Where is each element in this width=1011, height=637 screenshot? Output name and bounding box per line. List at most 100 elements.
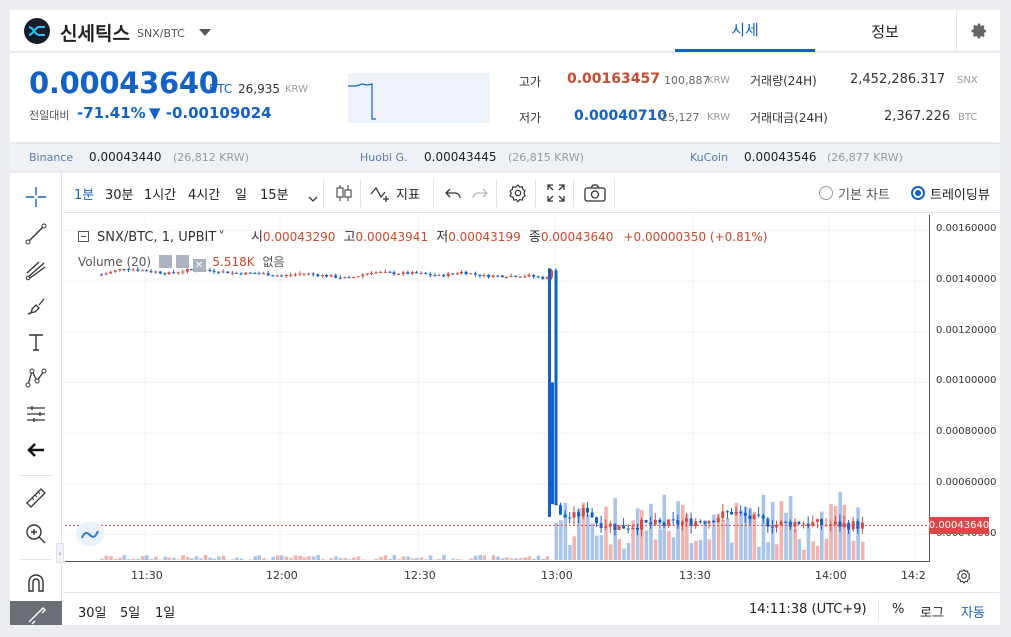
text-icon[interactable] [20,327,52,357]
volume-settings-icon[interactable] [175,255,189,268]
candle-body [815,519,819,522]
exchange-prices: Binance 0.00043440 (26,812 KRW) Huobi G.… [10,143,1000,170]
brush-icon[interactable] [20,291,52,321]
range-30d[interactable]: 30일 [78,606,107,621]
volume-bar [743,506,748,560]
amount-value: 2,367.226 [884,109,951,124]
volume-bar [694,541,698,560]
candle-body [392,272,396,275]
indicator-button[interactable]: 지표 [396,188,420,203]
price-axis-border [929,215,930,562]
candle-body [779,521,783,525]
interval-4h[interactable]: 4시간 [188,188,221,203]
exchange-krw: (26,877 KRW) [827,151,903,164]
collapse-legend-icon[interactable] [78,231,89,242]
candle-body [775,524,778,528]
volume-bar [779,501,784,560]
chevron-down-icon[interactable]: ˅ [218,230,225,245]
price-unit: BTC [209,82,233,96]
prediction-icon[interactable] [20,399,52,429]
volume-bar [478,555,482,560]
volume-bar [329,558,334,560]
crosshair-icon[interactable] [20,182,52,212]
chevron-down-icon[interactable] [199,29,211,36]
candle-body [532,274,536,277]
candle-body [548,268,551,517]
radio-tradingview[interactable] [911,186,925,200]
mini-price-chart [348,73,490,123]
volume-bar [685,514,689,560]
candle-body [100,274,103,276]
volume-bar [842,504,847,560]
candle-body [617,525,621,530]
fib-icon[interactable] [20,255,52,285]
range-5d[interactable]: 5일 [120,606,141,621]
candle-type-icon[interactable] [335,184,353,206]
candle-body [289,274,293,276]
undo-icon[interactable] [444,186,462,205]
indicator-icon[interactable] [370,184,392,206]
camera-icon[interactable] [584,184,606,206]
volume-legend-label[interactable]: Volume (20) [78,255,152,269]
candle-body [298,273,302,275]
pattern-icon[interactable] [20,363,52,393]
scroll-left-handle[interactable]: ‹ [56,543,64,563]
interval-15m[interactable]: 15분 [260,188,289,203]
redo-icon[interactable] [471,186,489,205]
settings-button[interactable] [956,10,1000,52]
interval-day[interactable]: 일 [235,188,247,203]
volume-bar [829,504,833,560]
volume-bar [131,558,136,560]
radio-basic-chart[interactable] [819,186,833,200]
magnet-icon[interactable] [20,568,52,598]
volume-bar [172,557,176,560]
high-price: 0.00163457 [567,71,660,87]
tradingview-logo-icon[interactable] [76,522,104,546]
volume-bar [248,559,253,560]
volume-legend-value: 5.518K [212,255,255,269]
zoom-in-icon[interactable] [20,519,52,549]
volume-bar [667,531,671,560]
interval-1m[interactable]: 1분 [74,188,95,203]
lock-draw-button[interactable] [10,601,62,625]
interval-30m[interactable]: 30분 [105,188,134,203]
current-price: 0.00043640 [29,66,219,100]
legend-low-label: 저 [436,230,449,245]
volume-bar [572,536,577,560]
volume-bar [109,556,113,560]
legend-symbol[interactable]: SNX/BTC, 1, UPBIT [97,230,217,245]
price-tick-label: 0.00160000 [936,223,997,235]
percent-toggle[interactable]: % [892,602,905,617]
volume-bar [698,540,703,560]
time-tick-label: 14:2 [901,569,926,582]
tab-info[interactable]: 정보 [871,22,899,41]
trend-line-icon[interactable] [20,219,52,249]
range-1d[interactable]: 1일 [155,606,176,621]
axis-settings-icon[interactable] [956,568,972,588]
candle-body [739,511,743,513]
fullscreen-icon[interactable] [547,184,565,206]
chevron-down-icon[interactable] [308,188,318,207]
back-arrow-icon[interactable] [20,435,52,465]
gear-icon [971,23,986,39]
price-plot[interactable] [65,215,929,560]
ruler-icon[interactable] [20,483,52,513]
volume-close-icon[interactable]: ✕ [192,259,206,272]
auto-toggle[interactable]: 자동 [961,606,985,621]
price-krw-unit: KRW [285,84,308,95]
toolbar-divider [573,179,574,207]
volume-bar [343,557,347,560]
interval-1h[interactable]: 1시간 [144,188,177,203]
volume-bar [586,514,590,560]
candle-body [505,277,508,279]
candle-body [568,517,572,519]
volume-eye-icon[interactable] [158,255,172,268]
volume-value: 2,452,286.317 [850,72,946,87]
volume-bar [163,556,167,560]
candle-body [271,275,275,277]
tab-price[interactable]: 시세 [675,10,815,52]
chart-settings-icon[interactable] [508,183,528,207]
tradingview-label[interactable]: 트레이딩뷰 [930,188,990,203]
log-toggle[interactable]: 로그 [920,606,944,621]
basic-chart-label[interactable]: 기본 차트 [838,188,890,203]
